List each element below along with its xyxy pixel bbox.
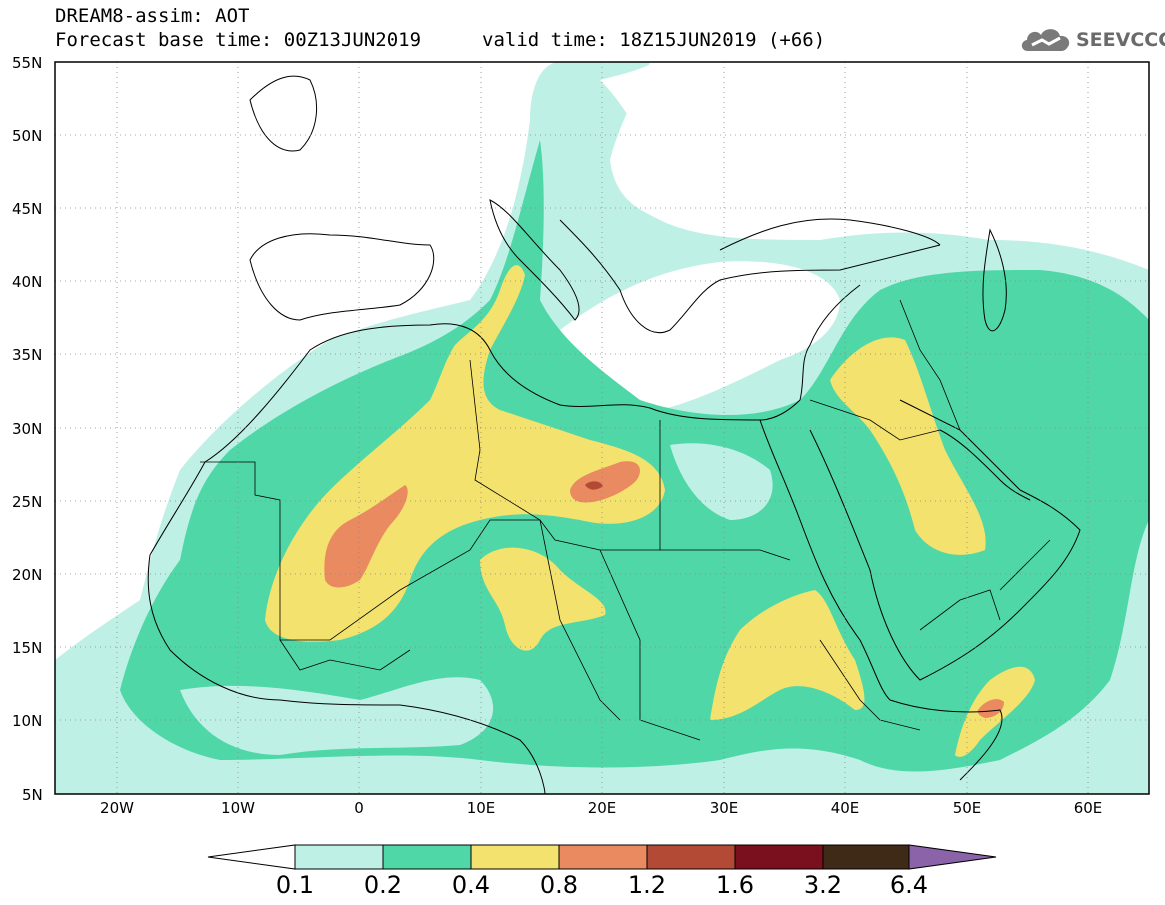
border-sudan xyxy=(599,549,701,741)
aot-region-high-sudan xyxy=(710,590,865,720)
colorbar-swatch xyxy=(822,844,910,870)
lat-tick: 35N xyxy=(12,346,42,364)
colorbar-label: 1.2 xyxy=(628,871,666,899)
colorbar-low-arrow xyxy=(207,844,296,870)
lon-tick: 50E xyxy=(953,799,982,817)
border-iran xyxy=(899,299,961,431)
aot-gap-north xyxy=(600,62,1149,216)
map-frame xyxy=(54,61,1150,795)
graticule xyxy=(55,62,1149,794)
coast-iberia xyxy=(249,233,435,321)
coast-levant xyxy=(799,284,861,401)
valid-time: valid time: 18Z15JUN2019 (+66) xyxy=(482,29,826,51)
lon-tick: 20W xyxy=(100,799,134,817)
coastlines xyxy=(147,75,1081,794)
aot-region-extreme-libya xyxy=(585,481,603,490)
aot-region-high-sahel xyxy=(480,547,606,651)
lat-axis: 55N 50N 45N 40N 35N 30N 25N 20N 15N 10N … xyxy=(12,54,43,804)
colorbar-label: 0.4 xyxy=(452,871,490,899)
coast-italy xyxy=(489,199,580,321)
colorbar-label: 0.8 xyxy=(540,871,578,899)
borders xyxy=(200,299,1051,741)
colorbar-label: 0.1 xyxy=(276,871,314,899)
lon-tick: 10E xyxy=(467,799,496,817)
coast-britain xyxy=(249,75,318,152)
coast-black-sea xyxy=(719,218,941,251)
coast-red-sea-west xyxy=(759,419,891,701)
border-niger-chad xyxy=(539,519,621,721)
lat-tick: 10N xyxy=(12,712,42,730)
colorbar-swatch xyxy=(646,844,736,870)
lat-tick: 50N xyxy=(12,127,42,145)
coast-balkans-greece xyxy=(559,219,721,334)
aot-region-veryhigh-algeria xyxy=(324,485,408,588)
logo-text: SEEVCCC xyxy=(1076,29,1165,51)
lon-tick: 60E xyxy=(1074,799,1103,817)
lat-tick: 55N xyxy=(12,54,42,72)
lon-axis: 20W 10W 0 10E 20E 30E 40E 50E 60E xyxy=(100,799,1102,817)
seevccc-logo: SEEVCCC xyxy=(1018,22,1165,58)
aot-region-high-iraq xyxy=(830,337,986,555)
lat-tick: 20N xyxy=(12,566,42,584)
colorbar-swatch xyxy=(382,844,472,870)
lon-tick: 10W xyxy=(221,799,255,817)
lat-tick: 45N xyxy=(12,200,42,218)
colorbar-label: 1.6 xyxy=(716,871,754,899)
aot-region-veryhigh-somalia xyxy=(977,699,1004,718)
border-iraq xyxy=(809,399,941,441)
lat-tick: 15N xyxy=(12,639,42,657)
colorbar xyxy=(207,844,997,870)
aot-gap-egypt xyxy=(670,443,773,520)
aot-gap-mediterranean xyxy=(560,261,840,410)
forecast-base-time: Forecast base time: 00Z13JUN2019 xyxy=(55,29,422,51)
border-sahara-1 xyxy=(200,461,540,641)
coast-arabia xyxy=(809,399,1081,681)
coast-persian-gulf xyxy=(939,429,1031,501)
lat-tick: 30N xyxy=(12,420,42,438)
lat-tick: 40N xyxy=(12,273,42,291)
colorbar-label: 3.2 xyxy=(804,871,842,899)
colorbar-label: 0.2 xyxy=(364,871,402,899)
colorbar-labels: 0.1 0.2 0.4 0.8 1.2 1.6 3.2 6.4 xyxy=(276,871,928,899)
colorbar-high-arrow xyxy=(908,844,997,870)
colorbar-swatch xyxy=(558,844,648,870)
coast-caspian xyxy=(982,228,1007,332)
aot-region-veryhigh-libya xyxy=(570,461,640,503)
coast-turkey xyxy=(719,244,941,281)
border-ethiopia xyxy=(819,639,921,731)
lon-tick: 0 xyxy=(354,799,364,817)
lat-tick: 25N xyxy=(12,493,42,511)
lon-tick: 40E xyxy=(831,799,860,817)
coast-north-africa xyxy=(149,323,801,556)
border-sahara-2 xyxy=(469,359,661,551)
colorbar-swatch xyxy=(470,844,560,870)
lon-tick: 30E xyxy=(710,799,739,817)
border-sahara-3 xyxy=(660,549,791,561)
aot-gap-west-europe xyxy=(55,62,520,470)
border-saudi-yemen xyxy=(919,589,1001,631)
border-mali xyxy=(279,639,411,671)
colorbar-label: 6.4 xyxy=(890,871,928,899)
border-oman xyxy=(999,539,1051,591)
aot-gap-west-africa xyxy=(180,677,494,755)
colorbar-swatch xyxy=(294,844,384,870)
lat-tick: 5N xyxy=(22,786,43,804)
coast-horn xyxy=(889,699,1003,781)
colorbar-swatch xyxy=(734,844,824,870)
lon-tick: 20E xyxy=(588,799,617,817)
coast-west-africa xyxy=(147,554,546,794)
model-title: DREAM8-assim: AOT xyxy=(55,5,250,27)
cloud-icon xyxy=(1021,29,1070,51)
